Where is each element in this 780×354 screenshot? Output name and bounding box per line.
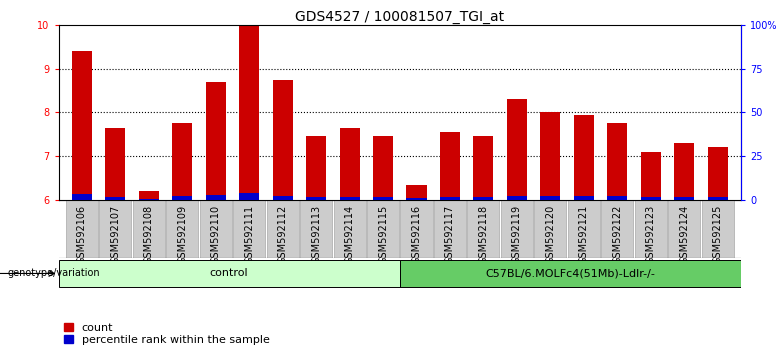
Bar [267,200,299,258]
Bar [306,137,326,200]
Text: GSM592117: GSM592117 [445,205,455,264]
Bar [200,200,232,258]
Text: GSM592111: GSM592111 [244,205,254,264]
Bar [172,123,193,200]
Bar [206,82,225,200]
Bar [239,193,259,200]
Bar [607,196,627,200]
Bar [568,200,600,258]
Text: GSM592106: GSM592106 [77,205,87,264]
Bar [206,195,225,200]
Text: GSM592107: GSM592107 [111,205,120,264]
Bar [400,200,433,258]
Bar [58,260,399,287]
Text: C57BL/6.MOLFc4(51Mb)-Ldlr-/-: C57BL/6.MOLFc4(51Mb)-Ldlr-/- [485,268,655,279]
Text: GSM592125: GSM592125 [713,205,722,264]
Text: GSM592110: GSM592110 [211,205,221,264]
Bar [300,200,332,258]
Bar [707,147,728,200]
Bar [640,152,661,200]
Bar [473,197,494,200]
Bar [105,128,126,200]
Text: GSM592120: GSM592120 [545,205,555,264]
Bar [400,260,741,287]
Text: GSM592123: GSM592123 [646,205,656,264]
Bar [72,51,92,200]
Bar [66,200,98,258]
Bar [701,200,734,258]
Text: GSM592122: GSM592122 [612,205,622,264]
Text: GSM592113: GSM592113 [311,205,321,264]
Bar [601,200,633,258]
Text: GSM592114: GSM592114 [345,205,355,264]
Bar [172,196,193,200]
Text: GSM592119: GSM592119 [512,205,522,264]
Bar [133,200,165,258]
Bar [273,80,292,200]
Title: GDS4527 / 100081507_TGI_at: GDS4527 / 100081507_TGI_at [295,10,505,24]
Text: genotype/variation: genotype/variation [8,268,101,278]
Text: GSM592115: GSM592115 [378,205,388,264]
Bar [367,200,399,258]
Bar [406,198,427,200]
Bar [674,197,694,200]
Bar [166,200,198,258]
Bar [541,196,560,200]
Bar [440,132,460,200]
Bar [574,196,594,200]
Text: GSM592112: GSM592112 [278,205,288,264]
Bar [541,113,560,200]
Legend: count, percentile rank within the sample: count, percentile rank within the sample [64,323,270,345]
Bar [501,200,533,258]
Text: GSM592109: GSM592109 [177,205,187,264]
Bar [273,196,292,200]
Bar [668,200,700,258]
Bar [674,143,694,200]
Bar [239,25,259,200]
Bar [339,197,360,200]
Bar [233,200,265,258]
Bar [574,115,594,200]
Bar [373,137,393,200]
Bar [467,200,499,258]
Bar [440,197,460,200]
Bar [339,128,360,200]
Bar [105,197,126,200]
Bar [473,137,494,200]
Bar [334,200,366,258]
Text: GSM592124: GSM592124 [679,205,689,264]
Bar [534,200,566,258]
Bar [507,99,526,200]
Bar [640,197,661,200]
Bar [99,200,132,258]
Text: GSM592108: GSM592108 [144,205,154,264]
Bar [306,197,326,200]
Text: GSM592116: GSM592116 [412,205,421,264]
Bar [139,199,159,200]
Bar [607,123,627,200]
Bar [507,196,526,200]
Bar [373,197,393,200]
Bar [707,197,728,200]
Bar [406,185,427,200]
Text: GSM592121: GSM592121 [579,205,589,264]
Text: control: control [210,268,249,279]
Bar [139,191,159,200]
Text: GSM592118: GSM592118 [478,205,488,264]
Bar [72,194,92,200]
Bar [635,200,667,258]
Bar [434,200,466,258]
